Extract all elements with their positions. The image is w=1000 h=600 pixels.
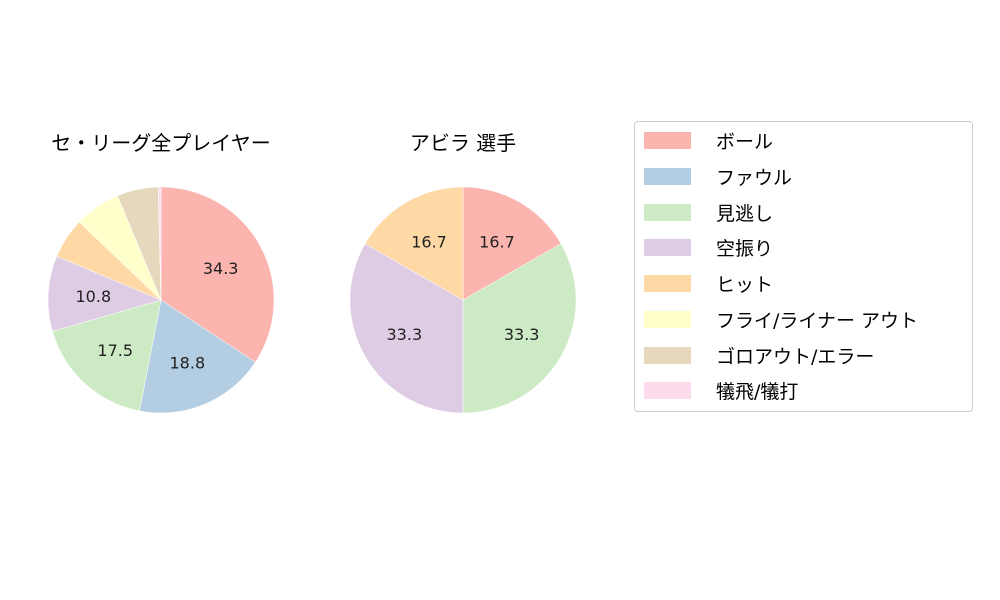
legend-label: ファウル xyxy=(716,166,793,189)
pie-slice xyxy=(52,299,162,412)
legend-item: ゴロアウト/エラー xyxy=(644,345,874,368)
legend-item: ファウル xyxy=(644,166,792,189)
pie-slice xyxy=(462,243,577,414)
slice-label: 33.3 xyxy=(504,325,540,344)
legend-label: 犠飛/犠打 xyxy=(716,380,799,403)
slice-label: 18.8 xyxy=(170,353,206,372)
legend-swatch xyxy=(644,381,691,399)
legend-swatch xyxy=(644,310,691,328)
legend: ボール ファウル 見逃し 空振り ヒット フライ/ライナー アウト ゴロアウト/… xyxy=(634,121,973,412)
legend-label: ボール xyxy=(716,130,774,153)
legend-swatch xyxy=(644,167,691,185)
slice-label: 16.7 xyxy=(411,232,447,251)
pie-player: 16.7 33.3 33.3 16.7 xyxy=(349,186,577,414)
pie-slice xyxy=(462,186,562,301)
legend-item: フライ/ライナー アウト xyxy=(644,309,918,332)
legend-label: 見逃し xyxy=(716,202,774,225)
legend-item: ボール xyxy=(644,130,773,153)
pie-slice xyxy=(364,186,464,301)
legend-label: 空振り xyxy=(716,237,774,260)
legend-item: ヒット xyxy=(644,273,773,296)
legend-item: 空振り xyxy=(644,237,773,260)
slice-label: 10.8 xyxy=(76,287,112,306)
pie-slice xyxy=(349,243,464,414)
chart-title-league: セ・リーグ全プレイヤー xyxy=(51,131,271,155)
slice-label: 16.7 xyxy=(479,232,515,251)
legend-label: フライ/ライナー アウト xyxy=(716,309,919,332)
slice-label: 17.5 xyxy=(97,341,133,360)
legend-swatch xyxy=(644,274,691,292)
pie-slice xyxy=(157,186,162,301)
pie-league: 34.3 18.8 17.5 10.8 xyxy=(47,186,275,414)
pie-slice xyxy=(139,299,256,414)
legend-swatch xyxy=(644,238,691,256)
chart-title-player: アビラ 選手 xyxy=(409,131,517,155)
slice-label: 33.3 xyxy=(387,325,423,344)
legend-item: 犠飛/犠打 xyxy=(644,380,798,403)
legend-swatch xyxy=(644,346,691,364)
legend-swatch xyxy=(644,131,691,149)
legend-label: ヒット xyxy=(716,273,774,296)
legend-item: 見逃し xyxy=(644,202,773,225)
legend-label: ゴロアウト/エラー xyxy=(716,345,875,368)
pie-slice xyxy=(47,255,162,332)
slice-label: 34.3 xyxy=(203,259,239,278)
legend-swatch xyxy=(644,203,691,221)
